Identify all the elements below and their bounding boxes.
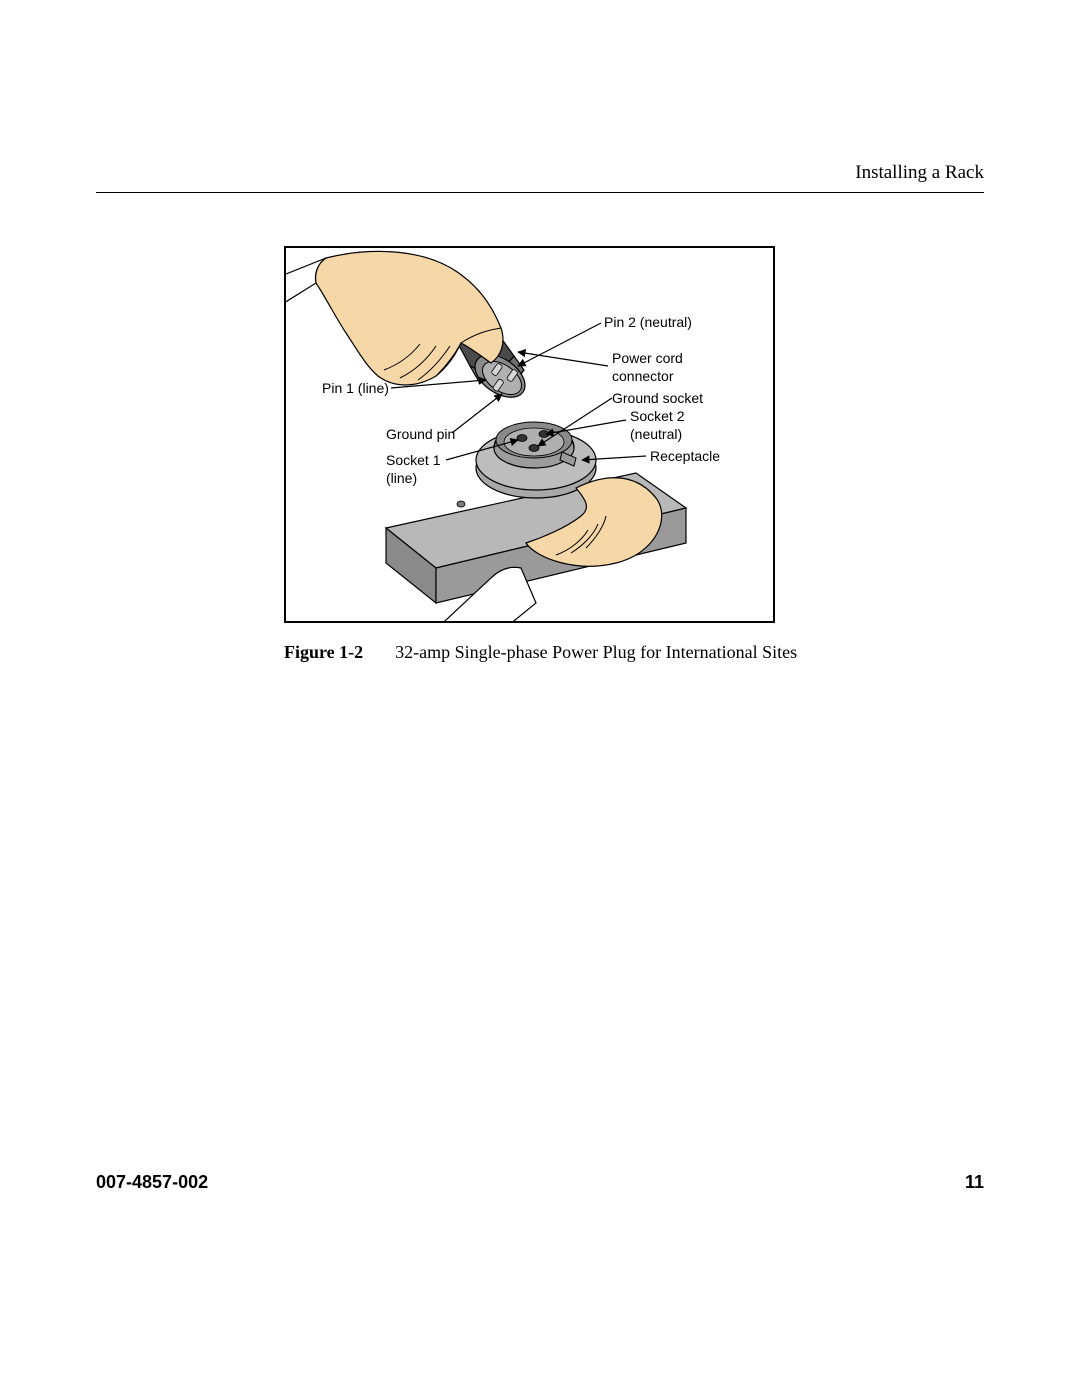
label-ground-socket: Ground socket — [612, 390, 703, 408]
label-socket1: Socket 1 (line) — [386, 452, 440, 487]
figure-number: Figure 1-2 — [284, 642, 363, 662]
label-receptacle: Receptacle — [650, 448, 720, 466]
label-ground-pin: Ground pin — [386, 426, 455, 444]
label-power-cord: Power cord connector — [612, 350, 683, 385]
footer-pagenum: 11 — [965, 1172, 984, 1193]
label-socket2: Socket 2 (neutral) — [630, 408, 684, 443]
header-title: Installing a Rack — [855, 162, 984, 184]
figure-caption: Figure 1-2 32-amp Single-phase Power Plug… — [284, 642, 797, 663]
header-rule — [96, 192, 984, 193]
footer-docnum: 007-4857-002 — [96, 1172, 208, 1193]
figure-title: 32-amp Single-phase Power Plug for Inter… — [395, 642, 797, 662]
label-pin1: Pin 1 (line) — [322, 380, 389, 398]
label-pin2: Pin 2 (neutral) — [604, 314, 692, 332]
figure-illustration: Pin 2 (neutral) Power cord connector Pin… — [284, 246, 775, 623]
page: Installing a Rack — [0, 0, 1080, 1397]
